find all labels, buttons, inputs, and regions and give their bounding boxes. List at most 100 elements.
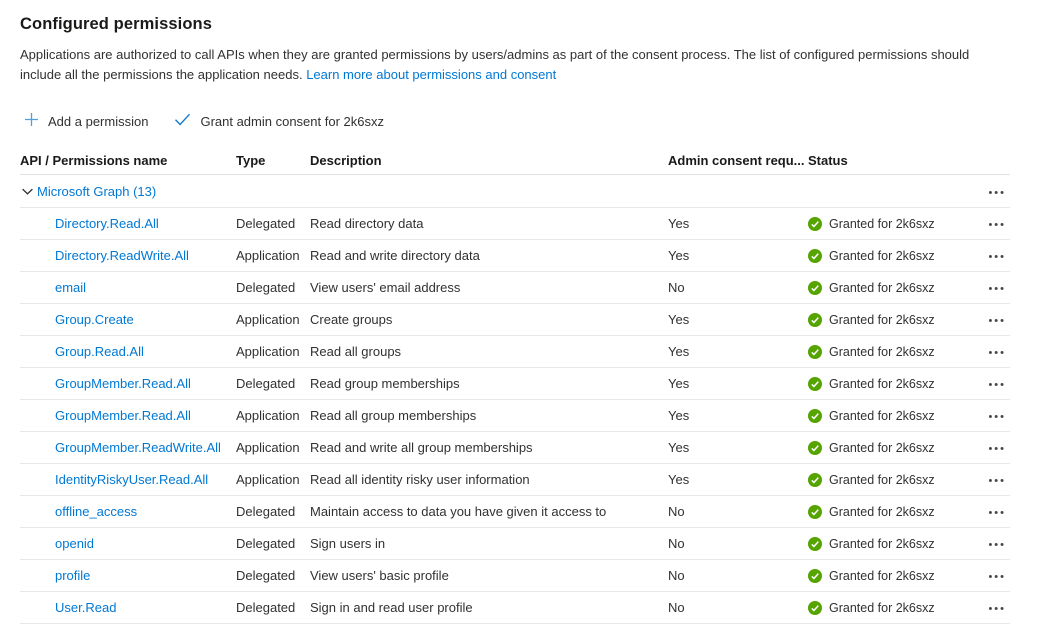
row-actions-button[interactable]: ••• [988, 572, 1010, 583]
permission-link[interactable]: GroupMember.Read.All [55, 376, 191, 391]
granted-check-icon [808, 248, 822, 263]
group-actions-button[interactable]: ••• [988, 187, 1010, 199]
permission-status: Granted for 2k6sxz [808, 504, 985, 519]
status-text: Granted for 2k6sxz [829, 536, 935, 551]
permission-description: Read and write all group memberships [310, 440, 533, 455]
permission-status: Granted for 2k6sxz [808, 376, 985, 391]
status-text: Granted for 2k6sxz [829, 472, 935, 487]
plus-icon [24, 112, 39, 130]
row-actions-button[interactable]: ••• [988, 604, 1010, 615]
chevron-down-icon[interactable] [21, 185, 34, 198]
permission-description: Read all groups [310, 344, 402, 359]
column-header-description[interactable]: Description [310, 152, 382, 168]
row-actions-button[interactable]: ••• [988, 508, 1010, 519]
permission-type: Delegated [236, 600, 296, 615]
row-actions-cell: ••• [985, 408, 1010, 423]
permission-status: Granted for 2k6sxz [808, 216, 985, 231]
permission-status: Granted for 2k6sxz [808, 600, 985, 615]
permission-link[interactable]: Directory.ReadWrite.All [55, 248, 189, 263]
row-actions-cell: ••• [985, 472, 1010, 487]
api-group-row-microsoft-graph: Microsoft Graph (13) ••• [20, 175, 1010, 208]
permission-row: Group.Read.All Application Read all grou… [20, 336, 1010, 368]
row-actions-button[interactable]: ••• [988, 412, 1010, 423]
permission-description: Read group memberships [310, 376, 460, 391]
permission-name-cell: email [20, 280, 236, 295]
status-text: Granted for 2k6sxz [829, 312, 935, 327]
permission-name-cell: offline_access [20, 504, 236, 519]
status-text: Granted for 2k6sxz [829, 440, 935, 455]
permission-name-cell: IdentityRiskyUser.Read.All [20, 472, 236, 487]
status-text: Granted for 2k6sxz [829, 600, 935, 615]
permission-name-cell: Directory.ReadWrite.All [20, 248, 236, 263]
row-actions-button[interactable]: ••• [988, 316, 1010, 327]
row-actions-cell: ••• [985, 216, 1010, 231]
admin-consent-required-value: Yes [668, 216, 690, 231]
permission-status: Granted for 2k6sxz [808, 248, 985, 263]
row-actions-button[interactable]: ••• [988, 284, 1010, 295]
granted-check-icon [808, 504, 822, 519]
permission-name-cell: profile [20, 568, 236, 583]
api-group-name-cell: Microsoft Graph (13) [20, 184, 236, 199]
permission-link[interactable]: User.Read [55, 600, 117, 615]
row-actions-cell: ••• [985, 440, 1010, 455]
permission-type: Application [236, 472, 300, 487]
admin-consent-required-value: Yes [668, 344, 690, 359]
permission-type: Application [236, 440, 300, 455]
admin-consent-required-value: No [668, 600, 685, 615]
permission-type: Application [236, 344, 300, 359]
permission-link[interactable]: GroupMember.ReadWrite.All [55, 440, 221, 455]
row-actions-cell: ••• [985, 504, 1010, 519]
permission-link[interactable]: GroupMember.Read.All [55, 408, 191, 423]
row-actions-button[interactable]: ••• [988, 348, 1010, 359]
learn-more-link[interactable]: Learn more about permissions and consent [306, 67, 557, 82]
api-group-link[interactable]: Microsoft Graph (13) [37, 183, 157, 199]
permission-row: Directory.ReadWrite.All Application Read… [20, 240, 1010, 272]
admin-consent-required-value: Yes [668, 408, 690, 423]
permission-link[interactable]: email [55, 280, 87, 295]
row-actions-cell: ••• [985, 376, 1010, 391]
permission-link[interactable]: profile [55, 568, 91, 583]
table-header-row: API / Permissions name Type Description … [20, 146, 1010, 175]
row-actions-button[interactable]: ••• [988, 380, 1010, 391]
permission-link[interactable]: openid [55, 536, 95, 551]
permission-link[interactable]: Directory.Read.All [55, 216, 159, 231]
permission-link[interactable]: offline_access [55, 504, 138, 519]
permission-link[interactable]: Group.Read.All [55, 344, 144, 359]
column-header-admin-consent[interactable]: Admin consent requ... [668, 152, 805, 168]
permission-description: Maintain access to data you have given i… [310, 504, 607, 519]
admin-consent-required-value: Yes [668, 248, 690, 263]
row-actions-cell: ••• [985, 536, 1010, 551]
row-actions-button[interactable]: ••• [988, 476, 1010, 487]
status-text: Granted for 2k6sxz [829, 280, 935, 295]
admin-consent-required-value: Yes [668, 440, 690, 455]
permission-description: View users' basic profile [310, 568, 449, 583]
permission-name-cell: Group.Create [20, 312, 236, 327]
permission-description: View users' email address [310, 280, 461, 295]
row-actions-button[interactable]: ••• [988, 252, 1010, 263]
admin-consent-required-value: No [668, 504, 685, 519]
column-header-status[interactable]: Status [808, 152, 848, 168]
granted-check-icon [808, 216, 822, 231]
add-permission-button[interactable]: Add a permission [18, 106, 154, 136]
permission-link[interactable]: IdentityRiskyUser.Read.All [55, 472, 209, 487]
permission-row: profile Delegated View users' basic prof… [20, 560, 1010, 592]
column-header-type[interactable]: Type [236, 152, 266, 168]
status-text: Granted for 2k6sxz [829, 344, 935, 359]
permission-name-cell: Directory.Read.All [20, 216, 236, 231]
description-text: Applications are authorized to call APIs… [20, 47, 970, 82]
row-actions-button[interactable]: ••• [988, 540, 1010, 551]
permission-row: offline_access Delegated Maintain access… [20, 496, 1010, 528]
permission-row: User.Read Delegated Sign in and read use… [20, 592, 1010, 624]
row-actions-cell: ••• [985, 600, 1010, 615]
granted-check-icon [808, 408, 822, 423]
column-header-permissions-name[interactable]: API / Permissions name [20, 152, 168, 168]
permission-row: GroupMember.Read.All Delegated Read grou… [20, 368, 1010, 400]
permission-row: GroupMember.Read.All Application Read al… [20, 400, 1010, 432]
permission-description: Sign in and read user profile [310, 600, 473, 615]
grant-admin-consent-button[interactable]: Grant admin consent for 2k6sxz [168, 107, 390, 135]
row-actions-button[interactable]: ••• [988, 220, 1010, 231]
row-actions-button[interactable]: ••• [988, 444, 1010, 455]
page-title: Configured permissions [20, 15, 212, 33]
permission-link[interactable]: Group.Create [55, 312, 134, 327]
